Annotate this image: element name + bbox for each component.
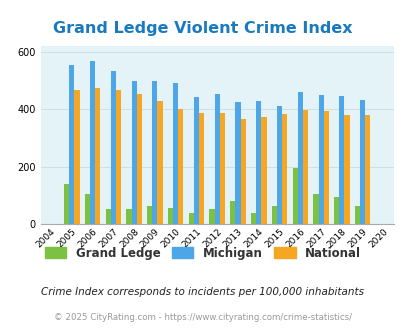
Bar <box>147 206 152 224</box>
Bar <box>152 81 157 224</box>
Bar <box>173 83 178 224</box>
Bar <box>323 111 328 224</box>
Bar <box>157 101 162 224</box>
Bar <box>297 92 302 224</box>
Bar <box>105 210 111 224</box>
Bar <box>198 113 204 224</box>
Bar <box>276 106 281 224</box>
Bar <box>74 90 79 224</box>
Bar <box>281 114 287 224</box>
Bar <box>230 201 235 224</box>
Bar <box>292 168 297 224</box>
Text: © 2025 CityRating.com - https://www.cityrating.com/crime-statistics/: © 2025 CityRating.com - https://www.city… <box>54 313 351 322</box>
Bar <box>240 119 245 224</box>
Bar <box>235 102 240 224</box>
Bar <box>343 115 349 224</box>
Text: Grand Ledge Violent Crime Index: Grand Ledge Violent Crime Index <box>53 21 352 36</box>
Bar <box>214 94 219 224</box>
Bar <box>126 210 131 224</box>
Bar <box>364 115 369 224</box>
Bar <box>250 213 256 224</box>
Bar <box>359 100 364 224</box>
Bar <box>219 113 224 224</box>
Bar <box>188 213 193 224</box>
Bar <box>69 65 74 224</box>
Bar <box>95 88 100 224</box>
Bar <box>318 95 323 224</box>
Bar <box>136 94 141 224</box>
Legend: Grand Ledge, Michigan, National: Grand Ledge, Michigan, National <box>45 247 360 260</box>
Bar <box>85 194 90 224</box>
Bar <box>90 61 95 224</box>
Bar <box>354 206 359 224</box>
Bar <box>131 81 136 224</box>
Bar <box>193 97 198 224</box>
Bar <box>178 109 183 224</box>
Bar <box>333 197 339 224</box>
Bar <box>256 101 261 224</box>
Bar <box>313 194 318 224</box>
Bar <box>111 71 116 224</box>
Bar <box>64 184 69 224</box>
Bar <box>302 110 307 224</box>
Bar <box>116 90 121 224</box>
Bar <box>209 210 214 224</box>
Bar <box>271 206 276 224</box>
Bar <box>339 96 343 224</box>
Text: Crime Index corresponds to incidents per 100,000 inhabitants: Crime Index corresponds to incidents per… <box>41 287 364 297</box>
Bar <box>261 116 266 224</box>
Bar <box>167 208 173 224</box>
